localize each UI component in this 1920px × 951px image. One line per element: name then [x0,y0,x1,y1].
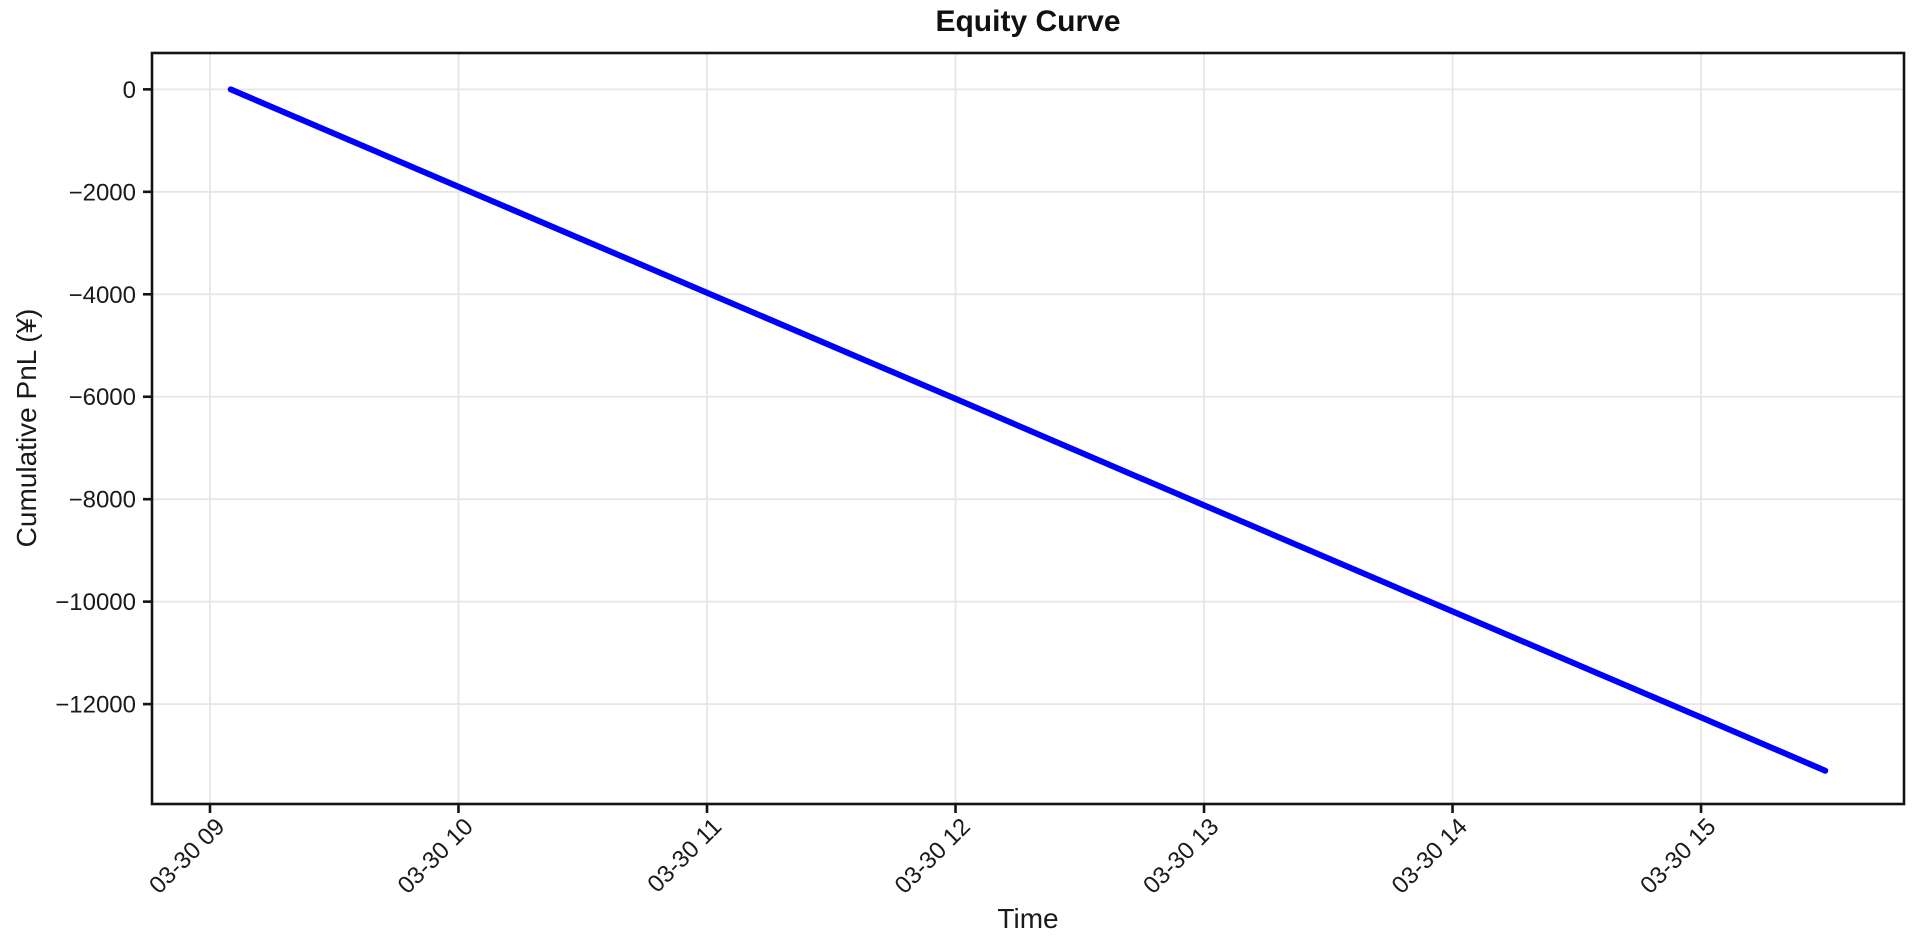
x-tick-label: 03-30 14 [1387,813,1473,899]
y-tick-label: 0 [123,77,136,104]
y-tick-label: −8000 [69,487,136,514]
chart-title: Equity Curve [935,5,1121,38]
y-tick-label: −4000 [69,282,136,309]
x-tick-label: 03-30 11 [642,813,727,898]
x-axis-label: Time [997,903,1059,934]
plot-border [150,51,1906,806]
x-tick-label: 03-30 13 [1138,813,1224,899]
y-tick-label: −2000 [69,179,136,206]
x-tick-label: 03-30 15 [1635,813,1721,899]
y-tick-label: −10000 [55,589,136,616]
equity-line [227,86,1829,774]
y-tick-label: −12000 [55,692,136,719]
y-tick-label: −6000 [69,384,136,411]
x-tick-label: 03-30 10 [393,813,479,899]
x-tick-label: 03-30 12 [890,813,976,899]
y-axis-label: Cumulative PnL (¥) [11,308,42,548]
x-tick-label: 03-30 09 [144,813,230,899]
